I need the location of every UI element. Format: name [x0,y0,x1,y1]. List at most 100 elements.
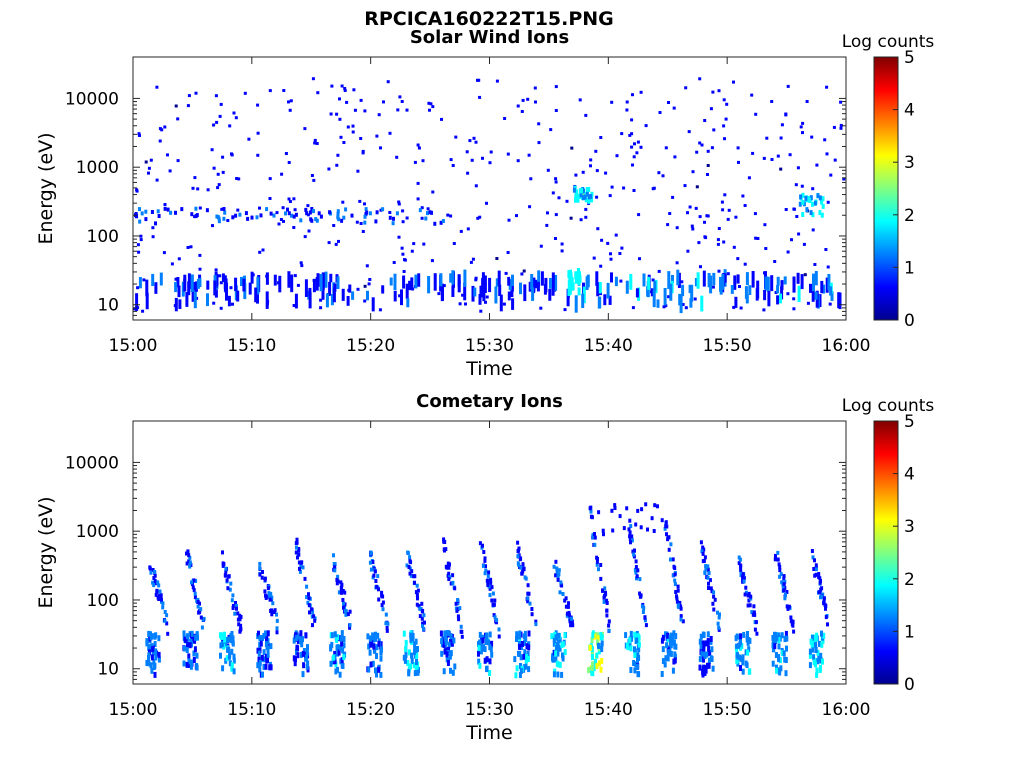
heatmap-cell [157,597,161,601]
heatmap-cell [611,528,615,533]
y-tick-label: 10000 [65,453,119,473]
heatmap-cell [287,271,291,288]
heatmap-cell [812,273,815,292]
heatmap-cell [650,516,654,521]
heatmap-cell [156,209,160,214]
heatmap-cell [634,661,638,668]
heatmap-cell [526,583,530,588]
heatmap-cell [485,632,489,639]
heatmap-cell [824,615,828,620]
heatmap-cell [329,645,333,652]
heatmap-cell [516,159,520,163]
heatmap-cell [495,618,499,623]
heatmap-cell [751,612,755,617]
heatmap-cell [735,658,739,665]
heatmap-cell [144,217,148,222]
heatmap-cell [710,146,714,150]
heatmap-cell [639,90,643,94]
heatmap-cell [135,293,139,312]
heatmap-cell [785,645,788,652]
heatmap-cell [662,305,666,309]
heatmap-cell [745,662,749,669]
heatmap-cell [271,601,275,606]
heatmap-cell [339,635,343,642]
heatmap-cell [231,635,235,642]
heatmap-cell [599,136,603,139]
heatmap-cell [799,194,803,200]
heatmap-cell [255,215,259,220]
heatmap-cell [774,652,778,658]
heatmap-cell [813,558,816,563]
heatmap-cell [534,619,538,624]
heatmap-cell [185,661,189,668]
heatmap-cell [344,207,348,212]
heatmap-cell [294,212,298,217]
heatmap-cell [234,116,238,120]
heatmap-cell [341,200,345,204]
heatmap-cell [521,562,525,567]
heatmap-cell [406,660,410,666]
heatmap-cell [373,569,377,574]
heatmap-cell [717,227,721,230]
heatmap-cell [197,610,201,615]
heatmap-cell [371,297,375,312]
heatmap-cell [459,624,463,629]
heatmap-cell [340,84,344,88]
heatmap-cell [374,631,377,638]
heatmap-cell [495,278,499,287]
heatmap-cell [372,643,376,650]
heatmap-cell [746,639,750,646]
heatmap-cell [234,603,238,608]
heatmap-cell [709,636,713,642]
heatmap-cell [421,621,425,626]
heatmap-cell [234,601,237,605]
heatmap-cell [668,212,672,215]
heatmap-cell [155,178,159,182]
heatmap-cell [440,650,444,657]
heatmap-cell [679,606,683,611]
heatmap-cell [625,100,629,104]
heatmap-cell [456,614,460,619]
heatmap-cell [415,602,419,607]
heatmap-cell [446,660,450,666]
heatmap-cell [822,599,826,604]
heatmap-cell [188,662,191,668]
heatmap-cell [282,219,285,223]
heatmap-cell [804,195,808,201]
heatmap-cell [806,301,810,305]
heatmap-cell [539,244,543,248]
heatmap-cell [739,637,742,644]
heatmap-cell [636,140,640,144]
heatmap-cell [227,646,231,653]
heatmap-cell [339,585,343,590]
heatmap-cell [557,568,561,573]
heatmap-cell [821,658,824,665]
heatmap-cell [488,658,492,665]
heatmap-cell [277,222,281,226]
heatmap-cell [490,651,494,658]
heatmap-cell [712,590,716,595]
heatmap-cell [153,573,157,578]
heatmap-cell [256,662,260,669]
heatmap-cell [296,652,300,659]
heatmap-cell [735,648,739,655]
heatmap-cell [312,614,316,619]
heatmap-cell [149,570,153,575]
heatmap-cell [766,276,770,292]
heatmap-cell [561,641,565,648]
heatmap-cell [780,280,784,290]
heatmap-cell [699,633,703,640]
heatmap-cell [527,641,531,648]
heatmap-cell [416,143,420,147]
heatmap-cell [336,276,340,290]
heatmap-cell [138,207,141,212]
heatmap-cell [421,608,425,613]
heatmap-cell [402,275,406,289]
heatmap-cell [344,612,348,617]
heatmap-cell [223,631,226,638]
heatmap-cell [777,562,781,567]
heatmap-cell [478,631,482,638]
heatmap-cell [254,287,258,303]
heatmap-cell [636,664,639,670]
heatmap-cell [174,282,178,293]
